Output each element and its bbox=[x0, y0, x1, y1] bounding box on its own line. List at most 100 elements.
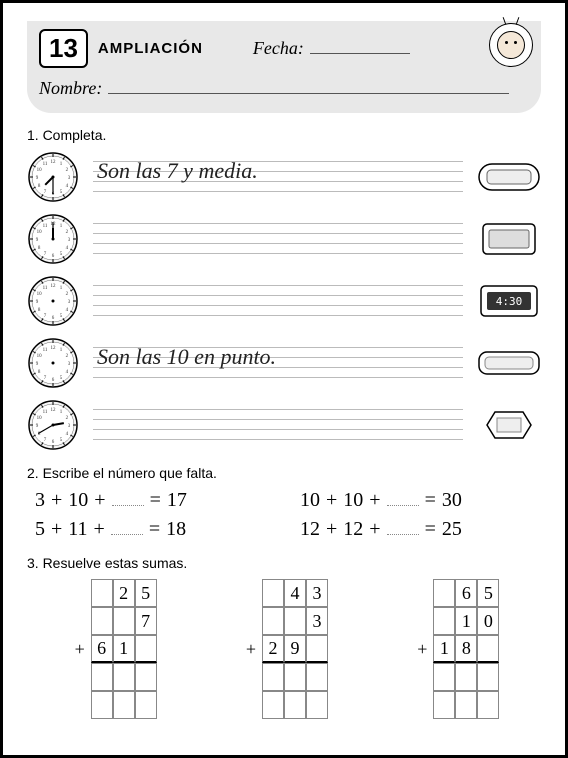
svg-text:11: 11 bbox=[43, 348, 48, 353]
clock-row: 121234567891011 Son las 10 en punto. bbox=[27, 337, 541, 389]
equation: 12+12+=25 bbox=[300, 518, 541, 541]
eq-b: 12 bbox=[343, 518, 363, 541]
svg-text:12: 12 bbox=[51, 346, 57, 351]
equation: 5+11+=18 bbox=[35, 518, 276, 541]
digit-cell bbox=[262, 607, 284, 635]
equation: 10+10+=30 bbox=[300, 489, 541, 512]
svg-text:11: 11 bbox=[43, 410, 48, 415]
eq-blank[interactable] bbox=[112, 492, 144, 506]
digit-cell: 2 bbox=[262, 635, 284, 663]
time-blank-area[interactable] bbox=[93, 280, 463, 322]
svg-text:11: 11 bbox=[43, 224, 48, 229]
answer-cell[interactable] bbox=[455, 691, 477, 719]
time-blank-area[interactable] bbox=[93, 404, 463, 446]
svg-text:10: 10 bbox=[37, 416, 43, 421]
answer-cell[interactable] bbox=[455, 663, 477, 691]
answer-cell[interactable] bbox=[113, 691, 135, 719]
digit-cell bbox=[306, 635, 328, 663]
analog-clock-icon: 121234567891011 bbox=[27, 399, 79, 451]
character-avatar bbox=[489, 23, 533, 67]
analog-clock-icon: 121234567891011 bbox=[27, 213, 79, 265]
svg-text:11: 11 bbox=[43, 162, 48, 167]
answer-cell[interactable] bbox=[135, 691, 157, 719]
digit-cell: 0 bbox=[477, 607, 499, 635]
nombre-field: Nombre: bbox=[39, 78, 529, 99]
answer-cell[interactable] bbox=[262, 691, 284, 719]
clock-row: 121234567891011 bbox=[27, 399, 541, 451]
section3-title: 3. Resuelve estas sumas. bbox=[27, 555, 541, 571]
time-text: Son las 7 y media. bbox=[97, 158, 258, 184]
header-band: 13 AMPLIACIÓN Fecha: Nombre: bbox=[27, 21, 541, 113]
clock-row: 121234567891011 bbox=[27, 213, 541, 265]
eq-result: 18 bbox=[166, 518, 186, 541]
answer-cell[interactable] bbox=[433, 691, 455, 719]
answer-cell[interactable] bbox=[477, 691, 499, 719]
digit-cell bbox=[91, 579, 113, 607]
eq-result: 25 bbox=[442, 518, 462, 541]
clock-row: 121234567891011 Son las 7 y media. bbox=[27, 151, 541, 203]
eq-blank[interactable] bbox=[387, 492, 419, 506]
digit-cell bbox=[91, 607, 113, 635]
digital-clock-icon bbox=[477, 406, 541, 444]
eq-blank[interactable] bbox=[387, 521, 419, 535]
digital-clock-icon bbox=[477, 220, 541, 258]
answer-cell[interactable] bbox=[284, 691, 306, 719]
answer-cell[interactable] bbox=[306, 663, 328, 691]
answer-cell[interactable] bbox=[262, 663, 284, 691]
time-text-area: Son las 10 en punto. bbox=[93, 342, 463, 384]
digit-cell: 4 bbox=[284, 579, 306, 607]
svg-text:12: 12 bbox=[51, 284, 57, 289]
svg-text:12: 12 bbox=[51, 408, 57, 413]
digit-cell: 7 bbox=[135, 607, 157, 635]
eq-b: 10 bbox=[68, 489, 88, 512]
svg-text:10: 10 bbox=[37, 354, 43, 359]
digital-clock-icon bbox=[477, 158, 541, 196]
addition-grid[interactable]: 257+61 bbox=[69, 579, 157, 719]
worksheet-title: AMPLIACIÓN bbox=[98, 40, 203, 57]
fecha-field: Fecha: bbox=[253, 38, 410, 59]
fecha-input-line[interactable] bbox=[310, 40, 410, 54]
analog-clock-icon: 121234567891011 bbox=[27, 151, 79, 203]
eq-a: 3 bbox=[35, 489, 45, 512]
fecha-label: Fecha: bbox=[253, 38, 304, 59]
eq-blank[interactable] bbox=[111, 521, 143, 535]
time-blank-area[interactable] bbox=[93, 218, 463, 260]
answer-cell[interactable] bbox=[135, 663, 157, 691]
nombre-label: Nombre: bbox=[39, 78, 102, 99]
digit-cell: 6 bbox=[455, 579, 477, 607]
digit-cell: 2 bbox=[113, 579, 135, 607]
eq-a: 5 bbox=[35, 518, 45, 541]
digit-cell: 1 bbox=[433, 635, 455, 663]
svg-text:11: 11 bbox=[43, 286, 48, 291]
answer-cell[interactable] bbox=[91, 663, 113, 691]
nombre-input-line[interactable] bbox=[108, 80, 509, 94]
answer-cell[interactable] bbox=[284, 663, 306, 691]
digit-cell bbox=[135, 635, 157, 663]
svg-text:12: 12 bbox=[51, 160, 57, 165]
digit-cell bbox=[433, 607, 455, 635]
digit-cell bbox=[262, 579, 284, 607]
clock-row: 121234567891011 4:30 bbox=[27, 275, 541, 327]
digit-cell: 9 bbox=[284, 635, 306, 663]
answer-cell[interactable] bbox=[477, 663, 499, 691]
digit-cell bbox=[477, 635, 499, 663]
answer-cell[interactable] bbox=[433, 663, 455, 691]
svg-text:10: 10 bbox=[37, 168, 43, 173]
digit-cell: 5 bbox=[477, 579, 499, 607]
addition-grid[interactable]: 6510+18 bbox=[411, 579, 499, 719]
eq-result: 30 bbox=[442, 489, 462, 512]
digit-cell bbox=[113, 607, 135, 635]
section1-title: 1. Completa. bbox=[27, 127, 541, 143]
answer-cell[interactable] bbox=[306, 691, 328, 719]
eq-b: 10 bbox=[343, 489, 363, 512]
svg-text:10: 10 bbox=[37, 292, 43, 297]
digit-cell: 5 bbox=[135, 579, 157, 607]
addition-grid[interactable]: 433+29 bbox=[240, 579, 328, 719]
answer-cell[interactable] bbox=[113, 663, 135, 691]
digit-cell: 3 bbox=[306, 579, 328, 607]
analog-clock-icon: 121234567891011 bbox=[27, 275, 79, 327]
time-text: Son las 10 en punto. bbox=[97, 344, 276, 370]
lesson-number-box: 13 bbox=[39, 29, 88, 68]
answer-cell[interactable] bbox=[91, 691, 113, 719]
eq-result: 17 bbox=[167, 489, 187, 512]
